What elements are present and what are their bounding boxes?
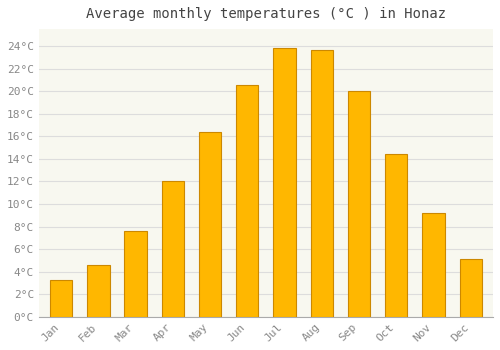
Bar [162, 181, 184, 317]
Title: Average monthly temperatures (°C ) in Honaz: Average monthly temperatures (°C ) in Ho… [86, 7, 446, 21]
Bar [310, 50, 333, 317]
Bar [236, 85, 258, 317]
Bar [422, 213, 444, 317]
Bar [348, 91, 370, 317]
Bar [385, 154, 407, 317]
Bar [124, 231, 147, 317]
Bar [50, 280, 72, 317]
Bar [460, 259, 482, 317]
Bar [274, 48, 295, 317]
Bar [199, 132, 222, 317]
Bar [87, 265, 110, 317]
